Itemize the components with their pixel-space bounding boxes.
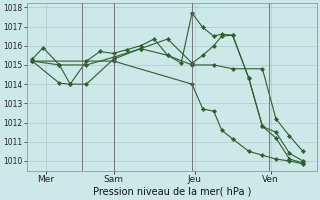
X-axis label: Pression niveau de la mer( hPa ): Pression niveau de la mer( hPa ) — [92, 187, 251, 197]
